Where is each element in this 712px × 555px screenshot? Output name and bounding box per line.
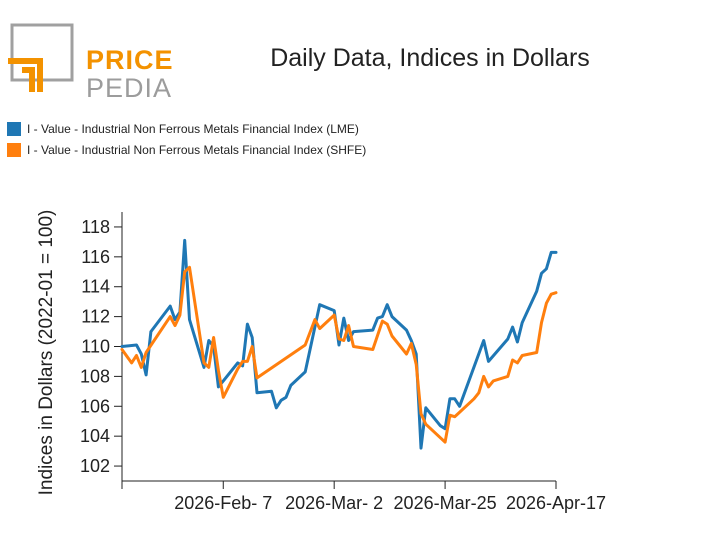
chart-title: Daily Data, Indices in Dollars [270,44,590,72]
series-line-shfe [120,265,558,444]
y-tick-label: 104 [80,426,110,446]
x-axis: 2026-Feb- 7 2026-Mar- 2 2026-Mar-25 2026-Ap… [121,480,606,513]
chart-legend: I - Value - Industrial Non Ferrous Metal… [7,118,366,160]
x-tick-label: 2026-Mar- 2 [285,493,383,513]
legend-swatch-shfe [7,142,21,157]
legend-label-lme: I - Value - Industrial Non Ferrous Metal… [27,121,359,136]
y-tick-label: 118 [81,217,110,237]
y-tick-label: 110 [81,337,110,357]
y-tick-label: 106 [80,396,110,416]
y-tick-label: 112 [81,307,110,327]
legend-label-shfe: I - Value - Industrial Non Ferrous Metal… [27,142,367,157]
y-axis-label: Indices in Dollars (2022-01 = 100) [36,210,57,496]
legend-item-lme[interactable]: I - Value - Industrial Non Ferrous Metal… [7,118,366,139]
pricepedia-logo-mark [8,23,74,92]
y-axis: 102 104 106 108 110 112 114 116 118 [80,212,123,481]
x-tick-label: 2026-Feb- 7 [174,493,272,513]
logo-text-price: PRICE [86,45,174,75]
y-tick-label: 114 [81,277,110,297]
legend-item-shfe[interactable]: I - Value - Industrial Non Ferrous Metal… [7,139,366,160]
x-tick-label: 2026-Apr-17 [506,493,606,513]
legend-swatch-lme [7,121,21,136]
x-tick-label: 2026-Mar-25 [394,493,497,513]
pricepedia-logo: PRICE PEDIA [8,22,173,102]
series-layer [120,238,558,450]
y-tick-label: 102 [80,456,110,476]
y-tick-label: 116 [81,247,110,267]
y-tick-label: 108 [80,366,110,386]
logo-text-pedia: PEDIA [86,73,173,103]
series-line-lme [120,238,558,450]
